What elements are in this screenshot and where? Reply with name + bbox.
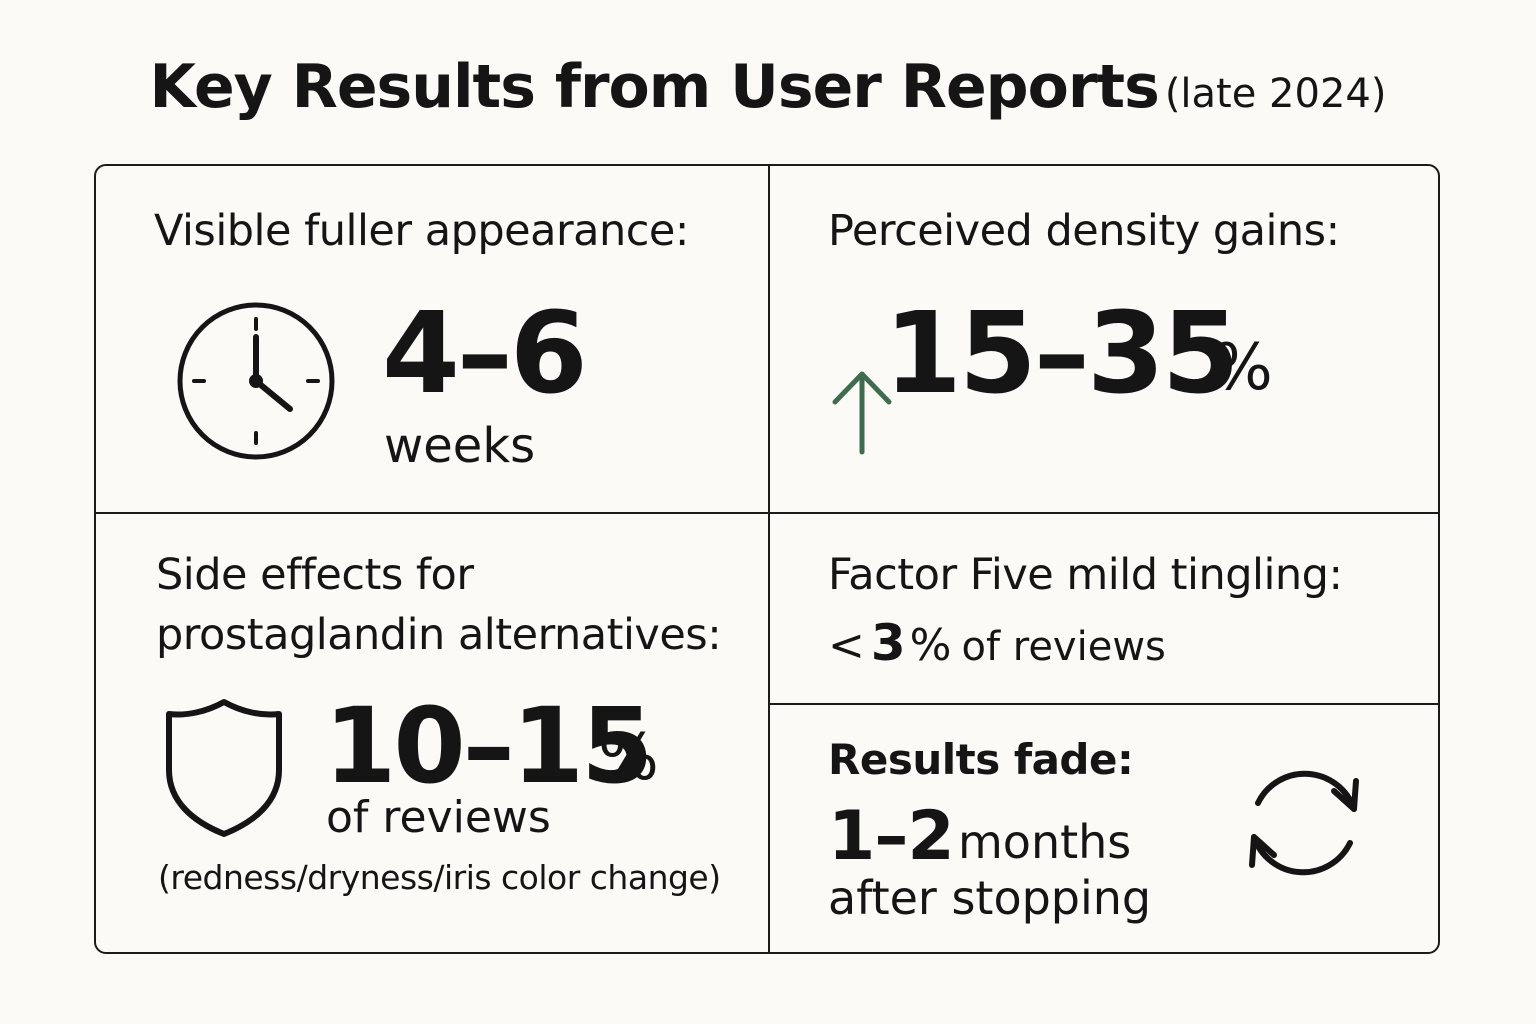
side-effects-unit: % xyxy=(598,721,659,795)
arrow-up-icon xyxy=(832,371,892,455)
tingling-label: Factor Five mild tingling: xyxy=(828,550,1343,600)
shield-icon xyxy=(166,699,282,837)
side-effects-label-line2: prostaglandin alternatives: xyxy=(156,610,722,660)
divider-horizontal-middle xyxy=(96,512,1438,514)
tingling-stat: <3% of reviews xyxy=(828,614,1166,672)
fuller-unit: weeks xyxy=(384,418,536,474)
fade-label: Results fade: xyxy=(828,735,1134,784)
title-main: Key Results from User Reports xyxy=(149,52,1160,122)
tingling-suffix: of reviews xyxy=(961,624,1166,670)
divider-horizontal-right xyxy=(769,703,1438,705)
side-effects-of-reviews: of reviews xyxy=(326,792,551,843)
density-label: Perceived density gains: xyxy=(828,206,1340,256)
card-tingling: Factor Five mild tingling: <3% of reviews xyxy=(770,514,1438,703)
card-side-effects: Side effects for prostaglandin alternati… xyxy=(96,514,768,952)
side-effects-label-line1: Side effects for xyxy=(156,550,474,600)
card-fuller-appearance: Visible fuller appearance: 4–6 weeks xyxy=(96,166,768,512)
tingling-value: 3 xyxy=(870,614,906,672)
title-subtitle: (late 2024) xyxy=(1164,71,1387,117)
results-panel: Visible fuller appearance: 4–6 weeks Per… xyxy=(94,164,1440,954)
fuller-value: 4–6 xyxy=(382,289,588,419)
fade-unit: months xyxy=(958,815,1132,869)
density-unit: % xyxy=(1212,331,1273,405)
divider-vertical xyxy=(768,166,770,952)
clock-icon xyxy=(177,302,335,460)
tingling-prefix: < xyxy=(828,620,865,671)
side-effects-note: (redness/dryness/iris color change) xyxy=(158,858,721,897)
card-density-gains: Perceived density gains: 15–35 % xyxy=(770,166,1438,512)
fade-suffix: after stopping xyxy=(828,871,1152,925)
page-title: Key Results from User Reports (late 2024) xyxy=(0,52,1536,122)
side-effects-value: 10–15 xyxy=(324,685,653,807)
fuller-label: Visible fuller appearance: xyxy=(154,206,689,256)
refresh-icon xyxy=(1249,770,1359,876)
card-results-fade: Results fade: 1–2 months after stopping xyxy=(770,705,1438,952)
density-value: 15–35 xyxy=(884,289,1240,419)
tingling-unit: % xyxy=(909,620,952,671)
fade-value: 1–2 xyxy=(828,797,955,876)
